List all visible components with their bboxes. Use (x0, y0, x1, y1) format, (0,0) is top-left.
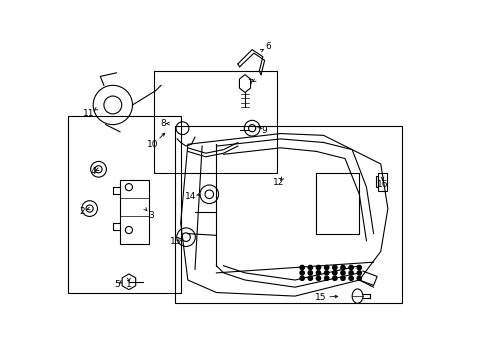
Text: 1: 1 (126, 280, 132, 289)
Circle shape (349, 271, 353, 275)
Circle shape (357, 265, 362, 270)
Circle shape (357, 276, 362, 280)
Bar (154, 71, 277, 173)
Circle shape (317, 276, 320, 280)
Circle shape (349, 276, 353, 280)
Circle shape (349, 265, 353, 270)
Circle shape (341, 276, 345, 280)
Bar (68, 116, 181, 293)
Text: 3: 3 (148, 211, 154, 220)
Text: 16: 16 (377, 180, 388, 189)
Text: 6: 6 (266, 42, 271, 51)
Bar (120, 180, 148, 244)
Text: 2: 2 (79, 207, 85, 216)
Circle shape (324, 271, 329, 275)
Circle shape (333, 265, 337, 270)
Text: 8: 8 (161, 119, 167, 128)
Circle shape (308, 271, 313, 275)
Circle shape (341, 265, 345, 270)
Circle shape (300, 265, 304, 270)
Circle shape (308, 265, 313, 270)
Text: 4: 4 (90, 167, 96, 176)
Circle shape (317, 265, 320, 270)
Text: 5: 5 (114, 280, 120, 289)
Text: 11: 11 (83, 109, 95, 118)
Circle shape (333, 271, 337, 275)
Circle shape (341, 271, 345, 275)
Circle shape (317, 271, 320, 275)
Text: 7: 7 (247, 79, 253, 88)
Circle shape (300, 276, 304, 280)
Circle shape (357, 271, 362, 275)
Circle shape (300, 271, 304, 275)
Bar (376, 176, 378, 187)
Circle shape (324, 276, 329, 280)
Text: 9: 9 (262, 126, 268, 135)
Text: 10: 10 (147, 140, 159, 149)
Bar (317, 173, 359, 234)
Bar (378, 173, 387, 191)
Bar (175, 126, 402, 303)
Circle shape (308, 276, 313, 280)
Text: 15: 15 (315, 293, 326, 302)
Circle shape (324, 265, 329, 270)
Circle shape (333, 276, 337, 280)
Text: 12: 12 (272, 178, 284, 187)
Text: 13: 13 (170, 237, 181, 246)
Text: 14: 14 (185, 192, 196, 201)
